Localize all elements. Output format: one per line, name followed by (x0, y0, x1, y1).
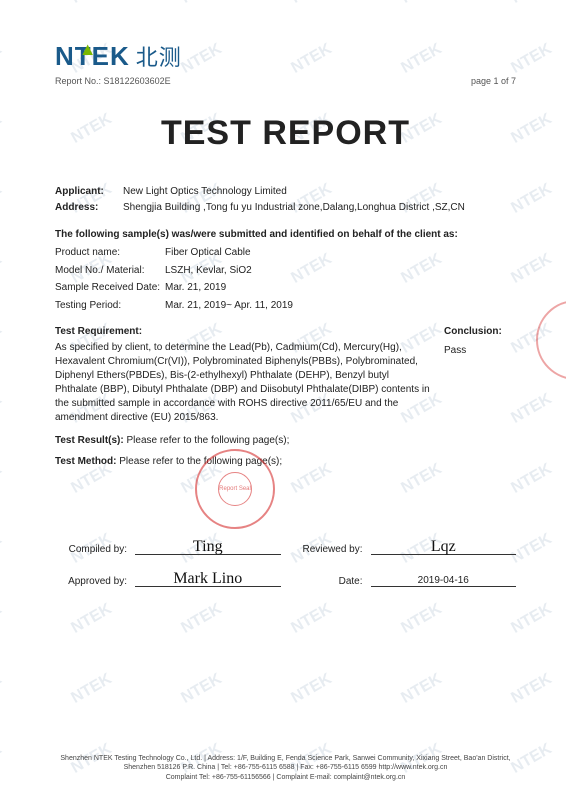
sample-info-label: Product name: (55, 246, 165, 260)
sample-info-label: Testing Period: (55, 299, 165, 313)
sample-section-head: The following sample(s) was/were submitt… (55, 229, 516, 240)
test-method-line: Test Method: Please refer to the followi… (55, 456, 516, 467)
sample-info-row: Testing Period:Mar. 21, 2019~ Apr. 11, 2… (55, 299, 516, 313)
sample-info-label: Sample Received Date: (55, 281, 165, 295)
address-label: Address: (55, 201, 123, 215)
sample-info-value: LSZH, Kevlar, SiO2 (165, 264, 516, 278)
sample-info-value: Mar. 21, 2019 (165, 281, 516, 295)
test-results-line: Test Result(s): Please refer to the foll… (55, 435, 516, 446)
watermark-text: NTEK (68, 670, 115, 707)
applicant-label: Applicant: (55, 185, 123, 199)
sample-info-value: Fiber Optical Cable (165, 246, 516, 260)
compiled-by-label: Compiled by: (55, 544, 135, 555)
watermark-text: NTEK (178, 670, 225, 707)
approved-by-label: Approved by: (55, 576, 135, 587)
date-value: 2019-04-16 (371, 569, 517, 587)
watermark-text: NTEK (508, 670, 555, 707)
approved-by-signature: Mark Lino (135, 569, 281, 587)
footer: Shenzhen NTEK Testing Technology Co., Lt… (55, 754, 516, 782)
conclusion-value: Pass (444, 345, 516, 356)
watermark-text: NTEK (398, 670, 445, 707)
test-requirement-head: Test Requirement: (55, 326, 434, 337)
logo: N ▲ T EK 北测 (55, 40, 516, 72)
test-requirement-body: As specified by client, to determine the… (55, 341, 434, 425)
sample-info-label: Model No./ Material: (55, 264, 165, 278)
watermark-text: NTEK (288, 670, 335, 707)
page-title: TEST REPORT (55, 114, 516, 153)
applicant-value: New Light Optics Technology Limited (123, 185, 516, 199)
page-number: page 1 of 7 (471, 76, 516, 86)
watermark-text: NTEK (0, 670, 5, 707)
sample-info-value: Mar. 21, 2019~ Apr. 11, 2019 (165, 299, 516, 313)
logo-n: N (55, 41, 75, 72)
sample-info-row: Sample Received Date:Mar. 21, 2019 (55, 281, 516, 295)
address-value: Shengjia Building ,Tong fu yu Industrial… (123, 201, 516, 215)
compiled-by-signature: Ting (135, 537, 281, 555)
reviewed-by-label: Reviewed by: (301, 544, 371, 555)
watermark-text: NTEK (0, 740, 5, 777)
date-label: Date: (301, 576, 371, 587)
sample-info-row: Model No./ Material:LSZH, Kevlar, SiO2 (55, 264, 516, 278)
arrow-up-icon: ▲ (79, 39, 98, 60)
reviewed-by-signature: Lqz (371, 537, 517, 555)
conclusion-head: Conclusion: (444, 326, 516, 337)
report-no: Report No.: S18122603602E (55, 76, 171, 86)
logo-cn: 北测 (136, 40, 182, 72)
sample-info-row: Product name:Fiber Optical Cable (55, 246, 516, 260)
